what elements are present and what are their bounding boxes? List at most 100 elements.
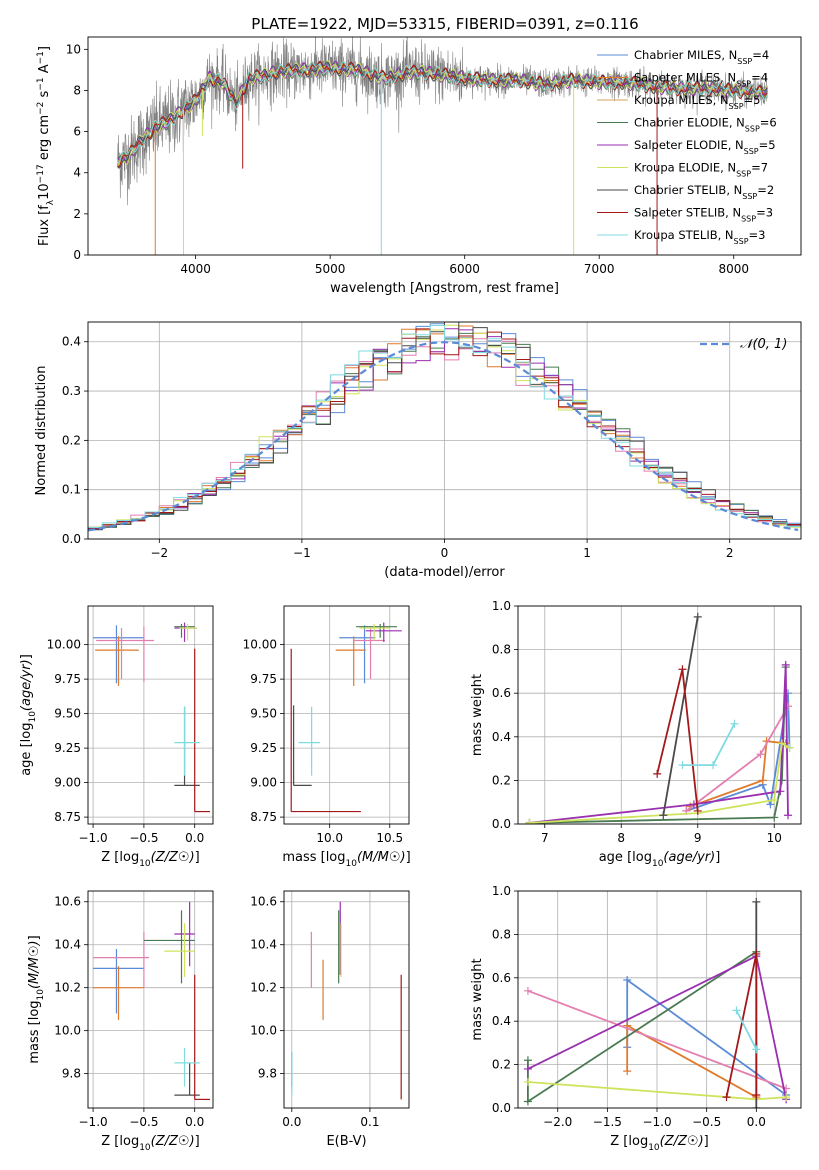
y-tick-label: 1.0 (492, 599, 511, 613)
point-salpeter_stelib (194, 974, 210, 1101)
label-part: ] (195, 1134, 200, 1149)
label-part: Z [log (101, 850, 139, 865)
legend-subscript: SSP (736, 79, 751, 88)
model-spectrum-kroupa_elodie (117, 60, 768, 166)
series-marker-kroupa_elodie (770, 796, 779, 805)
y-tick-label: 9.00 (250, 776, 277, 790)
x-tick-label: 5000 (315, 262, 346, 276)
y-tick-label: 10.2 (250, 981, 277, 995)
panel-residuals: −2 −1 0 1 2 0.0 0.1 0.2 0.3 0.4 (data-model)/error… (34, 321, 802, 580)
label-part: mass [log (27, 1000, 42, 1063)
label-part: (M/M☉) (27, 940, 42, 989)
axes-frame (87, 36, 802, 256)
x-axis-label: (data-model)/error (384, 565, 505, 580)
series-marker-salpeter_elodie (783, 811, 792, 820)
series-marker-chabrier_stelib (693, 612, 702, 621)
legend-text: Salpeter STELIB, N (634, 206, 741, 220)
y-axis-label-part: −2 (36, 102, 46, 115)
plot-area (117, 37, 768, 255)
panel-massweight_vs_Z: −2.0 −1.5 −1.0 −0.5 0.0 0.0 0.2 0.4 0.6 0.8 1.0 mas… (470, 884, 802, 1153)
x-tick-label: −0.5 (129, 1115, 158, 1129)
series-marker-salpeter_stelib (752, 949, 761, 958)
legend-value: =7 (751, 161, 768, 175)
series-marker-kroupa_elodie (777, 739, 786, 748)
axes-frame (283, 605, 410, 825)
label-part: mass [log (282, 850, 345, 865)
y-tick-label: 10.6 (250, 895, 277, 909)
series-marker-salpeter_miles (623, 1067, 632, 1076)
legend-value: =5 (744, 93, 761, 107)
legend-text: Kroupa ELODIE, N (634, 161, 736, 175)
label-sub: 10 (652, 859, 664, 869)
label-part: ] (19, 654, 34, 659)
series-marker-kroupa_stelib (732, 1006, 741, 1015)
model-spectrum-kroupa_stelib (117, 60, 768, 163)
legend-subscript: SSP (744, 147, 759, 156)
axes-frame (87, 890, 214, 1109)
series-marker-kroupa_stelib (678, 761, 687, 770)
x-tick-label: 6000 (449, 262, 480, 276)
point-salpeter_elodie (365, 622, 402, 642)
x-tick-label: 2 (726, 546, 734, 560)
series-marker-kroupa_stelib (730, 719, 739, 728)
point-chabrier_miles (339, 625, 376, 684)
label-part: (M/M☉) (357, 850, 406, 865)
label-part: (Z/Z☉) (151, 850, 195, 865)
label-part: 10 (28, 711, 38, 723)
series-marker-salpeter_elodie (781, 660, 790, 669)
y-tick-label: 9.25 (54, 741, 81, 755)
normal-curve (88, 341, 799, 532)
x-tick-label: 0.0 (282, 1115, 301, 1129)
series-line-pink (527, 989, 787, 1090)
point-pink (96, 628, 155, 680)
y-tick-label: 0.2 (492, 773, 511, 787)
y-tick-label: 10.4 (250, 938, 277, 952)
x-axis-label: Z [log10(Z/Z☉)] (101, 850, 199, 869)
y-axis-label: mass weight (470, 958, 485, 1040)
label-part: ] (27, 935, 42, 940)
x-tick-label: 0.0 (185, 1115, 204, 1129)
series-marker-kroupa_stelib (752, 1045, 761, 1054)
x-tick-label: 0.0 (185, 831, 204, 845)
plot-area (290, 622, 402, 813)
x-tick-label: −1 (293, 546, 311, 560)
series-line-salpeter_stelib (656, 668, 699, 811)
y-tick-label: 10.4 (54, 938, 81, 952)
y-tick-label: 10.00 (47, 638, 81, 652)
point-kroupa_stelib (298, 706, 321, 776)
x-tick-label: −2 (150, 546, 168, 560)
y-axis-label: age [log10(age/yr)] (19, 654, 38, 776)
label-part: Z [log (101, 1134, 139, 1149)
point-pink (353, 628, 385, 680)
y-tick-label: 0.6 (492, 971, 511, 985)
legend-label-kroupa_miles: Kroupa MILES, NSSP=5 (634, 93, 760, 111)
legend-value: =4 (751, 71, 768, 85)
y-tick-label: 10.0 (250, 1024, 277, 1038)
y-tick-label: 9.8 (258, 1067, 277, 1081)
y-axis-label: Normed distribution (34, 366, 49, 496)
y-tick-label: 10.0 (54, 1024, 81, 1038)
legend-subscript: SSP (734, 237, 749, 246)
panel-spectrum: 4000 5000 6000 7000 8000 0 2 4 6 8 10 wavelength [A… (36, 36, 802, 296)
series-marker-salpeter_stelib (653, 769, 662, 778)
y-tick-label: 8 (73, 83, 81, 97)
point-kroupa_elodie (359, 623, 390, 641)
series-line-salpeter_miles (689, 740, 786, 808)
series-marker-chabrier_elodie (770, 813, 779, 822)
legend-label-normal: 𝒩(0, 1) (740, 337, 787, 352)
x-axis-label: mass [log10(M/M☉)] (282, 850, 410, 869)
x-tick-label: 9 (694, 831, 702, 845)
point-salpeter_miles (335, 636, 366, 687)
series-line-kroupa_elodie (529, 741, 790, 824)
y-axis-label: Flux [fλ10−17 erg cm−2 s−1 A−1] (36, 46, 56, 246)
x-tick-label: −1.0 (79, 831, 108, 845)
y-axis-label-part: −1 (36, 77, 46, 90)
series-marker-chabrier_stelib (752, 1104, 761, 1108)
y-tick-label: 8.75 (250, 810, 277, 824)
legend-label-salpeter_elodie: Salpeter ELODIE, NSSP=5 (634, 138, 776, 156)
label-part: 10 (36, 989, 46, 1001)
y-tick-label: 0.8 (492, 927, 511, 941)
panel-age_vs_mass: 10.0 10.5 8.75 9.00 9.25 9.50 9.75 10.00 mass [l… (243, 605, 411, 869)
x-axis-label: Z [log10(Z/Z☉)] (101, 1134, 199, 1153)
